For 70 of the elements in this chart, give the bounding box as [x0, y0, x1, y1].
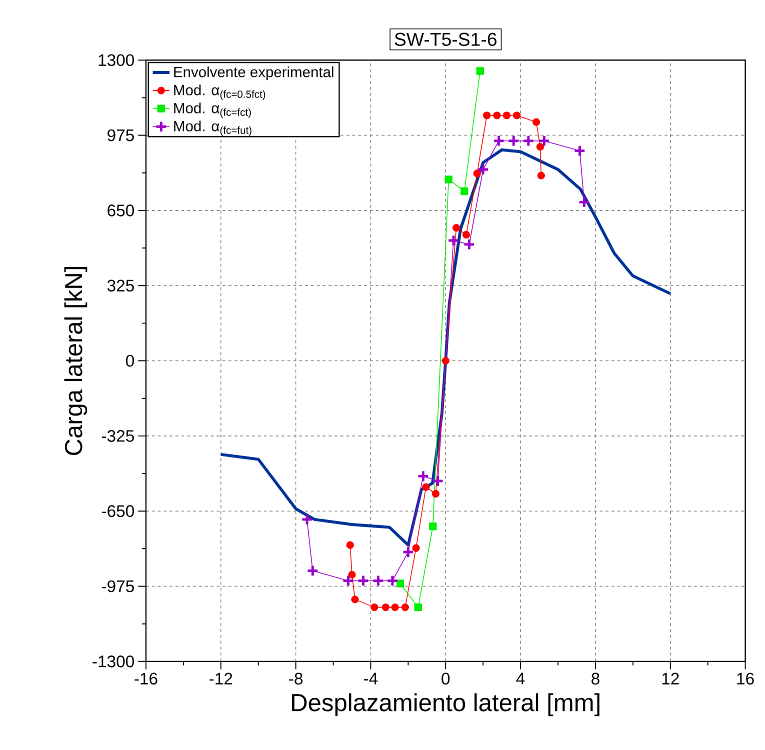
point: [522, 134, 535, 147]
chart-title: SW-T5-S1-6: [394, 32, 496, 46]
point: [386, 574, 399, 587]
point: [536, 142, 544, 151]
point: [370, 603, 378, 612]
point: [473, 170, 481, 178]
legend-label: Mod. α$_{(fc=fct)}$: [174, 102, 251, 118]
point: [342, 574, 354, 587]
point: [574, 144, 586, 157]
point: [396, 580, 404, 588]
point: [502, 112, 511, 120]
point: [372, 574, 384, 587]
x-tick-label: 0: [442, 672, 450, 685]
y-tick-label: 0: [126, 354, 134, 367]
y-tick-label: 975: [108, 129, 134, 142]
point: [348, 570, 356, 578]
point: [417, 470, 430, 482]
point: [460, 187, 468, 196]
point: [537, 172, 545, 180]
y-axis-title: Carga lateral [kN]: [64, 267, 88, 455]
point: [306, 564, 319, 577]
point: [300, 513, 314, 526]
point: [447, 234, 460, 247]
point: [414, 603, 422, 612]
point: [444, 176, 452, 184]
point: [346, 541, 354, 549]
x-tick-label: 8: [592, 672, 600, 685]
y-tick-label: 650: [108, 204, 134, 216]
point: [512, 112, 521, 120]
point: [422, 483, 430, 491]
x-tick-label: -16: [134, 672, 158, 685]
point: [432, 490, 440, 498]
x-tick-label: -4: [364, 672, 378, 684]
y-tick-label: -975: [102, 580, 134, 592]
point: [401, 603, 410, 612]
point: [432, 474, 444, 488]
x-tick-label: -12: [210, 672, 232, 684]
y-tick-label: -650: [102, 505, 134, 517]
point: [538, 134, 550, 147]
x-tick-label: 16: [737, 672, 754, 685]
x-tick-label: 4: [516, 672, 525, 684]
point: [507, 134, 520, 147]
x-tick-label: -8: [289, 672, 302, 685]
y-tick-label: 1300: [98, 54, 134, 66]
point: [482, 112, 491, 120]
point: [476, 67, 484, 75]
y-tick-label: 325: [107, 280, 134, 292]
y-tick-label: -325: [102, 430, 134, 442]
point: [412, 544, 420, 552]
point: [492, 134, 505, 147]
point: [391, 603, 399, 612]
x-tick-label: 12: [662, 672, 679, 684]
point: [463, 238, 476, 251]
point: [493, 112, 501, 120]
legend-label: Envolvente experimental: [174, 66, 334, 80]
point: [452, 224, 460, 232]
point: [578, 196, 590, 208]
point: [462, 230, 470, 238]
point: [532, 118, 540, 126]
point: [429, 522, 437, 530]
point: [402, 546, 414, 558]
legend-label: Mod. α$_{(fc=0.5fct)}$: [174, 84, 266, 100]
legend-label: Mod. α$_{(fc=fut)}$: [174, 120, 252, 136]
point: [476, 163, 490, 176]
point: [357, 574, 370, 587]
point: [442, 356, 450, 365]
x-axis-title: Desplazamiento lateral [mm]: [292, 693, 600, 716]
point: [382, 603, 390, 612]
point: [351, 596, 359, 604]
y-tick-label: -1300: [92, 655, 134, 668]
